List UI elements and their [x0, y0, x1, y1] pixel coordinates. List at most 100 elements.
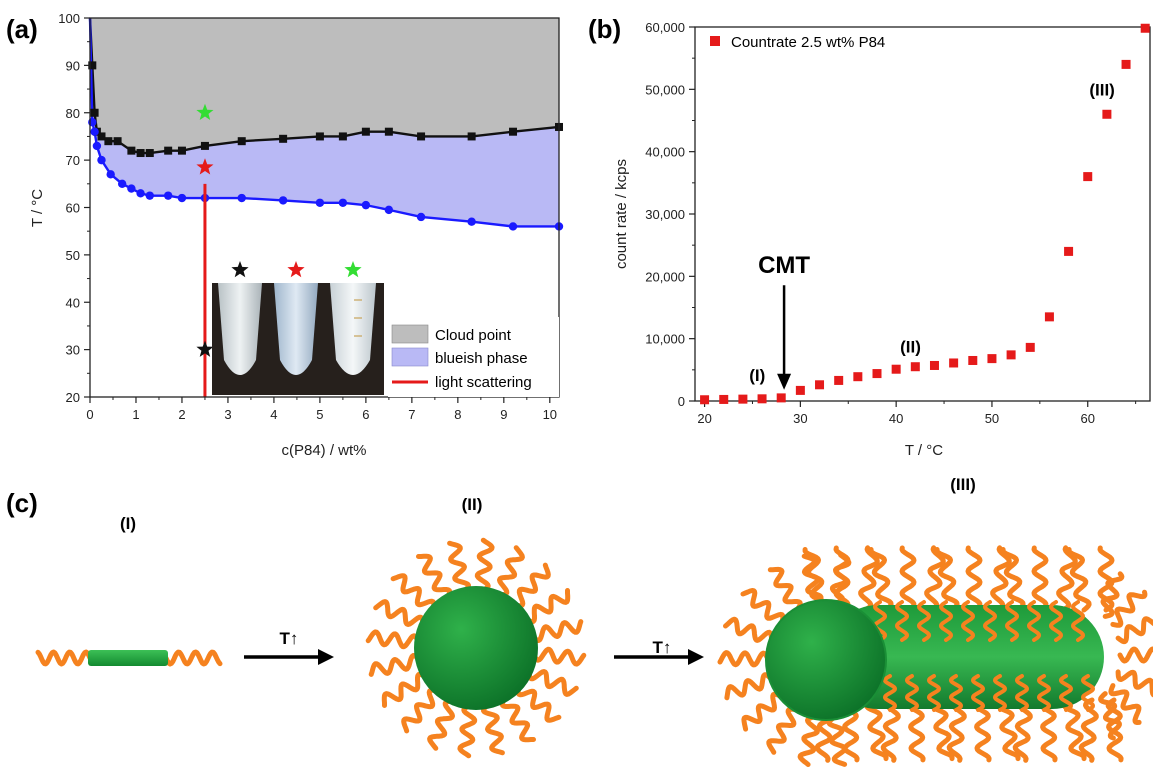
y-tick-label: 70 [66, 153, 80, 168]
peo-chain [1015, 674, 1029, 712]
spherical-micelle [365, 537, 587, 759]
stage-label-spherical-micelle: (II) [462, 495, 483, 514]
y-tick-label: 100 [58, 11, 80, 26]
y-tick-label: 50 [66, 248, 80, 263]
cloud-point-marker [127, 146, 136, 155]
countrate-point [1140, 23, 1150, 33]
chart-b-annotations: CMT (I) (II) (III) [749, 81, 1115, 390]
micelle-core [414, 586, 538, 710]
countrate-point [834, 375, 844, 385]
peo-chain [971, 674, 985, 712]
peo-chain [829, 552, 852, 606]
y-tick-label: 50,000 [645, 82, 685, 97]
blueish-phase-marker [467, 217, 476, 226]
peo-chain [530, 619, 584, 643]
countrate-point [1044, 312, 1054, 322]
micelle-schematic: (I) (II) (III) T↑ T↑ [35, 475, 1153, 767]
peo-chain [496, 545, 525, 598]
peo-chain [899, 545, 917, 613]
cloud-point-marker [97, 132, 106, 141]
peo-chain [515, 684, 562, 723]
peo-chain [447, 540, 471, 594]
inset-star [287, 261, 305, 278]
peo-chain [523, 588, 571, 625]
arrow-head [318, 649, 334, 665]
x-tick-label: 40 [889, 411, 903, 426]
countrate-point [891, 364, 901, 374]
countrate-point [949, 358, 959, 368]
arrow-label-heating-1: T↑ [280, 629, 299, 648]
cloud-point-marker [113, 137, 122, 146]
x-tick-label: 4 [270, 407, 277, 422]
countrate-point [853, 372, 863, 382]
peo-chain [163, 649, 223, 667]
y-tick-label: 90 [66, 58, 80, 73]
cloud-point-marker [509, 127, 518, 136]
arrow-heating-2: T↑ [614, 638, 704, 665]
ppo-block [88, 650, 168, 666]
countrate-point [776, 393, 786, 403]
panel-a-label: (a) [6, 14, 38, 44]
peo-chain [990, 545, 1012, 613]
peo-chain [983, 600, 997, 642]
peo-chain [416, 553, 453, 601]
panel-c-label: (c) [6, 488, 38, 518]
legend-swatch-cloud-point [391, 324, 429, 344]
peo-chain [724, 672, 774, 701]
peo-chain [949, 674, 963, 712]
chart-b-plot-area [700, 23, 1150, 405]
y-tick-label: 60 [66, 201, 80, 216]
cloud-point-marker [384, 127, 393, 136]
blueish-phase-marker [106, 170, 115, 179]
cloud-point-marker [136, 149, 145, 158]
vial-clear [218, 283, 262, 375]
chart-a-legend: Cloud point blueish phase light scatteri… [388, 317, 559, 397]
rod-micelle [717, 545, 1153, 767]
chart-b-ylabel: count rate / kcps [613, 159, 630, 269]
peo-chain [512, 562, 551, 609]
peo-chain [481, 702, 505, 756]
sample-star [196, 340, 214, 357]
countrate-point [815, 380, 825, 390]
blueish-phase-marker [508, 222, 518, 231]
end-cap-sphere [765, 599, 887, 721]
peo-chain [1031, 545, 1049, 613]
peo-chain [1062, 697, 1087, 762]
y-tick-label: 20,000 [645, 269, 685, 284]
x-tick-label: 20 [697, 411, 711, 426]
peo-chain [499, 695, 536, 743]
peo-chain [1037, 674, 1051, 712]
peo-chain [1005, 600, 1019, 642]
blueish-phase-marker [338, 198, 348, 207]
chart-b: 20 30 40 50 60 0 10,000 20,000 30,000 40,000 50,00… [613, 20, 1151, 459]
countrate-point [700, 395, 710, 405]
countrate-point [987, 354, 997, 364]
peo-chain [1066, 547, 1092, 613]
x-tick-label: 6 [362, 407, 369, 422]
chart-a-xlabel: c(P84) / wt% [281, 442, 366, 459]
peo-chain [401, 687, 440, 734]
countrate-point [757, 394, 767, 404]
legend-swatch-blueish-phase [391, 347, 429, 367]
blueish-phase-marker [278, 196, 288, 205]
chart-b-xlabel: T / °C [905, 442, 943, 459]
cloud-point-marker [237, 137, 246, 146]
countrate-point [929, 360, 939, 370]
peo-chain [883, 674, 897, 712]
cmt-arrow-head [777, 373, 792, 390]
stage-label-unimer: (I) [120, 514, 136, 533]
blueish-phase-marker [145, 191, 154, 200]
inset-star [344, 261, 362, 278]
countrate-point [1102, 109, 1112, 119]
peo-chain [1056, 545, 1078, 613]
chart-a: 0 1 2 3 4 5 6 7 8 9 10 20 30 40 50 60 70 80 90 100 c(P84) /… [29, 11, 564, 459]
y-tick-label: 30 [66, 343, 80, 358]
y-tick-label: 60,000 [645, 20, 685, 35]
peo-chain [457, 703, 478, 759]
cloud-point-marker [104, 137, 113, 146]
countrate-point [1064, 246, 1074, 256]
y-tick-label: 30,000 [645, 207, 685, 222]
cloud-point-marker [361, 127, 370, 136]
panel-b-label: (b) [588, 14, 621, 44]
blueish-phase-marker [315, 198, 325, 207]
